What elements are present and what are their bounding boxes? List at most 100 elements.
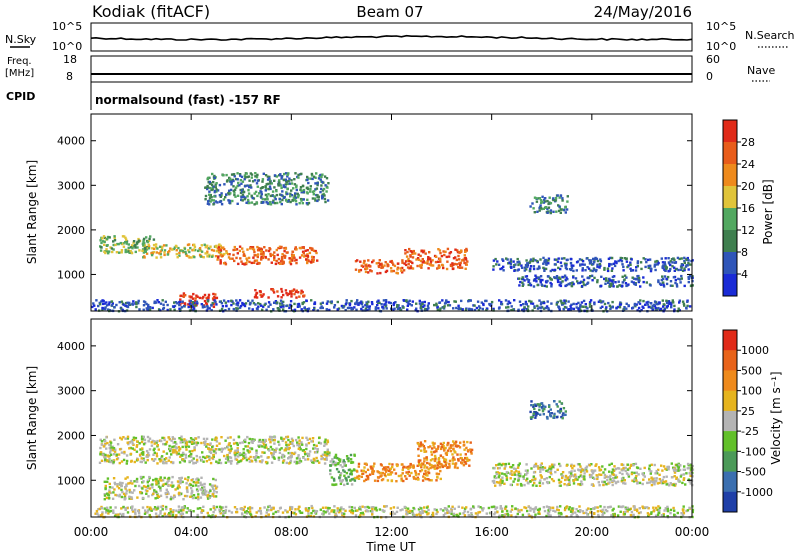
echo-cell (323, 197, 327, 201)
echo-cell (516, 269, 519, 272)
echo-cell (524, 302, 528, 306)
echo-cell (405, 477, 408, 480)
echo-cell (213, 295, 216, 299)
echo-cell (219, 512, 222, 515)
echo-cell (577, 475, 581, 479)
echo-cell (230, 303, 233, 307)
echo-cell (300, 289, 303, 292)
echo-cell (648, 258, 652, 261)
echo-cell (597, 481, 600, 484)
echo-cell (510, 265, 513, 269)
echo-cell (527, 283, 530, 287)
echo-cell (535, 464, 538, 468)
echo-cell (427, 256, 430, 259)
echo-cell (126, 435, 130, 438)
echo-cell (333, 306, 336, 309)
echo-cell (316, 199, 319, 203)
echo-cell (290, 259, 293, 262)
echo-cell (549, 202, 553, 205)
echo-cell (286, 293, 289, 297)
echo-cell (283, 256, 287, 259)
echo-cell (260, 304, 263, 307)
echo-cell (418, 444, 421, 447)
echo-cell (118, 251, 121, 254)
echo-cell (263, 303, 266, 307)
echo-cell (149, 506, 152, 509)
echo-cell (110, 304, 114, 307)
echo-cell (550, 478, 554, 481)
echo-cell (246, 184, 249, 187)
echo-cell (354, 514, 358, 517)
echo-cell (552, 197, 555, 200)
echo-cell (449, 264, 453, 267)
echo-cell (630, 280, 634, 283)
echo-cell (570, 268, 573, 272)
echo-cell (127, 250, 130, 253)
echo-cell (559, 267, 562, 271)
echo-cell (296, 441, 299, 444)
echo-cell (611, 483, 614, 487)
echo-cell (160, 479, 163, 482)
echo-cell (559, 299, 562, 302)
echo-cell (260, 440, 263, 443)
echo-cell (208, 496, 211, 499)
echo-cell (281, 198, 284, 202)
echo-cell (192, 292, 195, 296)
echo-cell (296, 192, 299, 195)
echo-cell (285, 199, 288, 202)
echo-cell (256, 255, 259, 259)
echo-cell (294, 246, 297, 249)
echo-cell (113, 450, 117, 453)
echo-cell (527, 505, 530, 509)
echo-cell (312, 249, 316, 252)
echo-cell (161, 436, 164, 440)
echo-cell (539, 303, 543, 306)
echo-cell (140, 435, 144, 438)
echo-cell (633, 304, 637, 307)
echo-cell (162, 450, 165, 453)
echo-cell (598, 484, 601, 487)
echo-cell (188, 484, 191, 487)
echo-cell (404, 260, 408, 263)
echo-cell (288, 306, 291, 310)
echo-cell (444, 452, 448, 455)
echo-cell (124, 301, 128, 305)
echo-cell (610, 462, 613, 465)
echo-cell (243, 304, 247, 308)
echo-cell (157, 301, 161, 304)
echo-cell (232, 302, 235, 305)
echo-cell (219, 461, 223, 465)
echo-cell (561, 199, 564, 202)
echo-cell (641, 305, 644, 308)
echo-cell (503, 463, 506, 466)
echo-cell (194, 484, 198, 487)
echo-cell (684, 265, 688, 268)
echo-cell (476, 300, 480, 303)
echo-cell (181, 440, 184, 444)
echo-cell (205, 301, 208, 305)
echo-cell (261, 459, 264, 462)
echo-cell (195, 454, 198, 458)
echo-cell (295, 460, 298, 464)
echo-cell (279, 299, 283, 302)
echo-cell (625, 307, 628, 310)
echo-cell (364, 264, 367, 267)
echo-cell (305, 202, 309, 205)
echo-cell (657, 280, 660, 284)
echo-cell (244, 196, 247, 199)
echo-cell (669, 263, 672, 267)
echo-cell (273, 179, 276, 182)
echo-cell (547, 470, 550, 473)
echo-cell (510, 305, 513, 308)
echo-cell (429, 459, 433, 462)
echo-cell (406, 465, 409, 469)
echo-cell (267, 249, 271, 253)
echo-cell (326, 439, 329, 442)
echo-cell (451, 505, 454, 508)
echo-cell (567, 300, 570, 303)
echo-cell (493, 475, 496, 478)
echo-cell (425, 510, 428, 514)
echo-cell (662, 285, 666, 288)
echo-cell (349, 453, 353, 457)
echo-cell (459, 453, 462, 456)
